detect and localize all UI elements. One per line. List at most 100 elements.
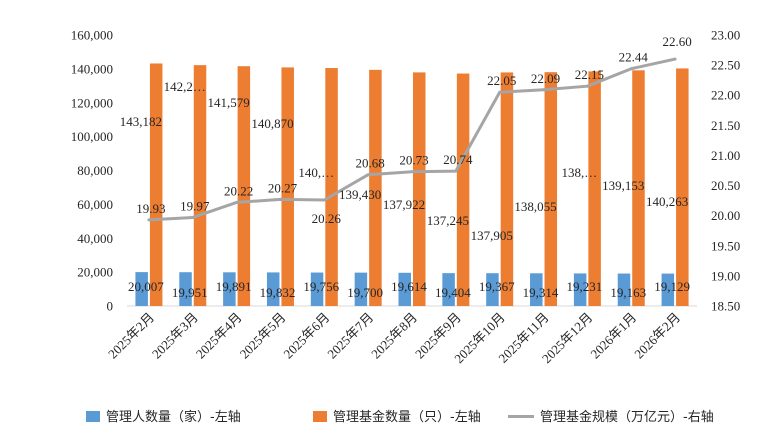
- fund-scale-point: [191, 215, 195, 219]
- manager-count-label: 19,163: [610, 285, 646, 300]
- manager-count-bar: [310, 272, 324, 306]
- fund-count-label: 139,430: [339, 187, 381, 202]
- data-labels-layer: 20,007 19,951 19,891 19,832 19,756 19,700 19,6…: [120, 34, 692, 300]
- bars-layer: [135, 63, 689, 307]
- left-axis-tick-label: 100,000: [71, 129, 113, 144]
- left-axis-tick-label: 140,000: [71, 61, 113, 76]
- right-axis-tick-label: 22.00: [711, 88, 740, 103]
- manager-count-label: 19,129: [654, 279, 690, 294]
- legend: 管理人数量（家）-左轴 管理基金数量（只）-左轴 管理基金规模（万亿元）-右轴: [86, 409, 714, 425]
- manager-count-label: 19,404: [435, 285, 471, 300]
- fund-count-label: 138,…: [562, 165, 598, 180]
- manager-count-label: 19,756: [303, 279, 339, 294]
- fund-count-label: 137,905: [471, 228, 513, 243]
- fund-scale-point: [673, 57, 677, 61]
- manager-count-label: 19,231: [567, 279, 603, 294]
- manager-count-label: 19,614: [391, 279, 427, 294]
- manager-count-bar: [530, 273, 543, 306]
- x-axis-category-label: 2025年5月: [237, 310, 289, 362]
- fund-scale-label: 20.74: [443, 152, 473, 167]
- manager-count-label: 19,700: [347, 285, 383, 300]
- fund-count-bar: [413, 72, 426, 306]
- fund-scale-point: [278, 197, 282, 201]
- manager-count-bar: [223, 272, 236, 306]
- x-axis-category-label: 2025年3月: [149, 310, 201, 362]
- fund-count-bar: [632, 70, 645, 307]
- left-axis-tick-label: 40,000: [77, 231, 113, 246]
- fund-scale-point: [147, 218, 151, 222]
- fund-scale-label: 22.15: [575, 67, 604, 82]
- fund-count-bar: [544, 72, 558, 306]
- fund-count-label: 139,153: [602, 178, 644, 193]
- right-axis-tick-label: 20.50: [711, 178, 740, 193]
- manager-count-bar: [354, 272, 368, 306]
- fund-count-label: 140,263: [646, 194, 688, 209]
- manager-count-label: 19,314: [523, 285, 559, 300]
- fund-scale-point: [366, 173, 370, 177]
- left-axis-tick-label: 160,000: [71, 28, 113, 43]
- manager-count-bar: [398, 272, 411, 306]
- x-axis-category-label: 2025年7月: [324, 310, 376, 362]
- fund-scale-point: [629, 67, 633, 71]
- fund-scale-point: [322, 198, 326, 202]
- manager-count-label: 19,891: [216, 279, 252, 294]
- fund-scale-label: 22.05: [487, 73, 516, 88]
- manager-count-bar: [573, 273, 587, 306]
- right-axis-tick-label: 22.50: [711, 58, 740, 73]
- right-axis-tick-label: 19.00: [711, 268, 740, 283]
- fund-count-label: 137,922: [383, 197, 425, 212]
- manager-count-bar: [135, 272, 148, 306]
- fund-count-bar: [369, 69, 382, 306]
- fund-scale-point: [410, 170, 414, 174]
- legend-swatch-manager-count: [86, 411, 100, 422]
- fund-count-label: 143,182: [120, 114, 162, 129]
- manager-count-bar: [661, 273, 675, 306]
- fund-count-label: 140,870: [251, 116, 293, 131]
- fund-scale-label: 20.73: [399, 153, 428, 168]
- left-axis-tick-label: 0: [107, 299, 114, 314]
- manager-count-bar: [486, 273, 499, 306]
- x-axis-category-label: 2025年8月: [368, 310, 420, 362]
- fund-scale-label: 22.09: [531, 71, 560, 86]
- manager-count-bar: [266, 272, 280, 306]
- manager-count-bar: [617, 273, 631, 306]
- fund-count-bar: [149, 63, 163, 306]
- manager-count-label: 19,951: [172, 285, 208, 300]
- manager-count-bar: [442, 273, 455, 306]
- fund-scale-point: [585, 84, 589, 88]
- left-axis-tick-label: 60,000: [77, 197, 113, 212]
- fund-scale-label: 19.97: [180, 198, 210, 213]
- right-axis-tick-label: 23.00: [711, 28, 740, 43]
- right-axis-tick-label: 21.50: [711, 118, 740, 133]
- fund-count-bar: [456, 73, 470, 306]
- fund-count-bar: [676, 68, 689, 307]
- legend-label-manager-count: 管理人数量（家）-左轴: [106, 409, 241, 425]
- fund-scale-label: 20.27: [268, 180, 298, 195]
- fund-count-bar: [325, 68, 338, 306]
- fund-count-bar: [281, 67, 294, 307]
- left-axis-tick-label: 120,000: [71, 95, 113, 110]
- fund-count-label: 140,…: [298, 165, 334, 180]
- fund-scale-point: [235, 200, 239, 204]
- fund-count-label: 141,579: [207, 95, 249, 110]
- left-axis-tick-label: 20,000: [77, 265, 113, 280]
- fund-count-label: 137,245: [427, 213, 469, 228]
- left-axis-tick-label: 80,000: [77, 163, 113, 178]
- fund-count-bar: [588, 71, 601, 307]
- fund-scale-label: 22.44: [619, 50, 649, 65]
- x-axis-category-label: 2026年1月: [587, 310, 639, 362]
- manager-count-label: 19,367: [479, 279, 515, 294]
- right-axis-tick-label: 21.00: [711, 148, 740, 163]
- fund-count-label: 142,2…: [164, 79, 206, 94]
- fund-scale-point: [542, 88, 546, 92]
- fund-scale-label: 20.22: [224, 183, 253, 198]
- fund-count-bar: [193, 65, 207, 307]
- x-axis-category-label: 2025年6月: [280, 310, 332, 362]
- manager-count-bar: [179, 272, 192, 306]
- fund-scale-label: 22.60: [662, 34, 691, 49]
- fund-scale-point: [498, 90, 502, 94]
- right-axis-tick-label: 18.50: [711, 299, 740, 314]
- legend-label-fund-scale: 管理基金规模（万亿元）-右轴: [540, 409, 714, 425]
